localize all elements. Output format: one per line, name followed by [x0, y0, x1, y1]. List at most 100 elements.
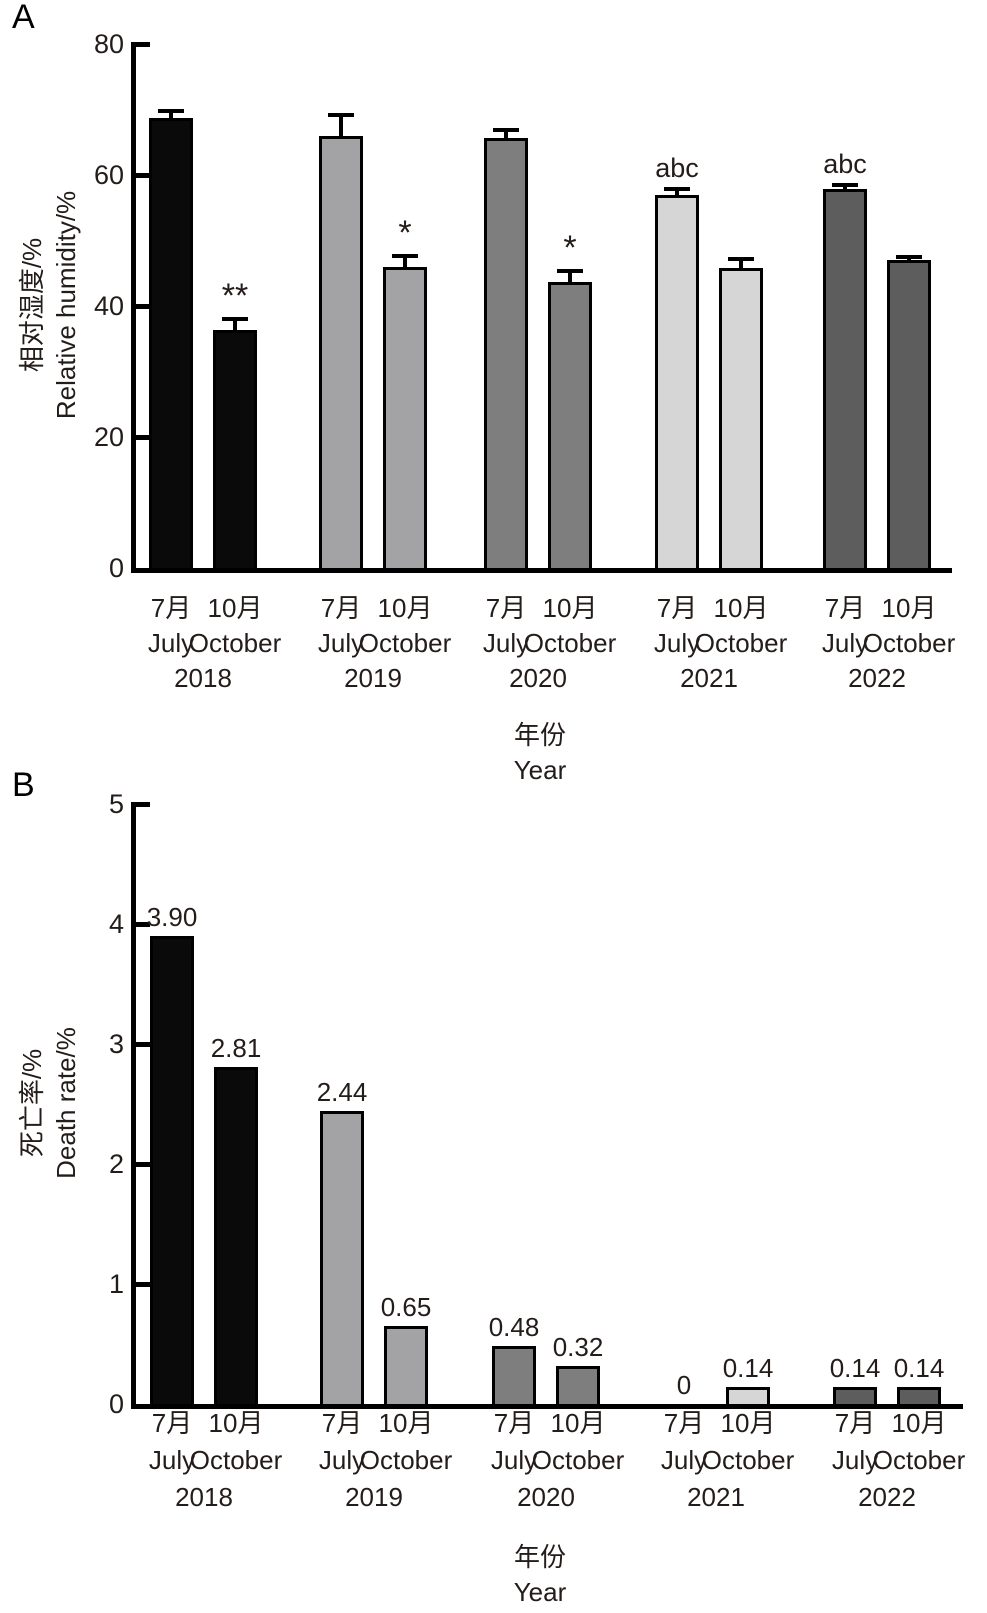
error-bar-a-2018-october	[233, 317, 237, 331]
year-label-b-2020: 2020	[517, 1482, 575, 1512]
month-label-en-b-2021-july: July	[660, 1445, 708, 1475]
panel-a-letter: A	[12, 0, 35, 36]
month-label-zh-a-2022-july: 7月	[824, 593, 866, 623]
error-bar-cap-a-2022-july	[832, 182, 858, 187]
y-tick-a-40	[136, 304, 150, 309]
y-tick-label-a-20: 20	[93, 422, 124, 452]
month-label-zh-b-2022-july: 7月	[834, 1408, 876, 1438]
annotation-a-2022-july: abc	[823, 148, 867, 179]
error-bar-cap-a-2022-october	[896, 254, 922, 259]
month-label-zh-a-2018-october: 10月	[207, 593, 263, 623]
error-bar-a-2021-october	[739, 256, 743, 268]
bar-b-2019-july	[320, 1111, 364, 1407]
month-label-zh-a-2021-july: 7月	[656, 593, 698, 623]
y-tick-b-2	[136, 1162, 150, 1167]
month-label-en-a-2019-july: July	[317, 628, 365, 658]
bar-a-2018-july	[149, 118, 193, 571]
month-label-en-b-2021-october: October	[701, 1445, 795, 1475]
error-bar-cap-a-2018-july	[158, 108, 184, 113]
month-label-en-a-2020-october: October	[523, 628, 617, 658]
bar-b-2020-july	[492, 1346, 536, 1407]
error-bar-a-2020-october	[568, 268, 572, 282]
y-tick-b-4	[136, 922, 150, 927]
x-axis-line-b	[131, 1404, 963, 1409]
month-label-en-a-2018-october: October	[188, 628, 282, 658]
month-label-en-b-2019-july: July	[318, 1445, 366, 1475]
y-tick-label-b-0: 0	[108, 1389, 124, 1419]
y-tick-label-b-5: 5	[108, 789, 124, 819]
month-label-zh-a-2019-october: 10月	[377, 593, 433, 623]
value-label-b-2021-october: 0.14	[722, 1353, 774, 1384]
year-label-b-2021: 2021	[687, 1482, 745, 1512]
month-label-en-a-2021-october: October	[694, 628, 788, 658]
month-label-zh-a-2022-october: 10月	[881, 593, 937, 623]
error-bar-a-2019-october	[403, 253, 407, 267]
month-label-zh-a-2021-october: 10月	[713, 593, 769, 623]
month-label-en-b-2019-october: October	[359, 1445, 453, 1475]
bar-a-2021-july	[655, 195, 699, 571]
bar-a-2022-october	[887, 260, 931, 571]
value-label-b-2018-october: 2.81	[210, 1032, 262, 1063]
month-label-en-a-2019-october: October	[358, 628, 452, 658]
month-label-zh-b-2018-october: 10月	[208, 1408, 264, 1438]
year-label-a-2022: 2022	[848, 663, 906, 693]
month-label-zh-a-2020-july: 7月	[485, 593, 527, 623]
y-tick-a-80	[136, 42, 150, 47]
x-axis-line-a	[131, 568, 952, 573]
annotation-a-2018-october: **	[221, 277, 249, 316]
bar-a-2020-july	[484, 138, 528, 571]
year-label-b-2022: 2022	[858, 1482, 916, 1512]
year-label-a-2019: 2019	[344, 663, 402, 693]
bar-a-2018-october	[213, 330, 257, 571]
bar-a-2020-october	[548, 281, 592, 571]
annotation-a-2021-july: abc	[655, 152, 699, 183]
bar-b-2022-july	[833, 1387, 877, 1407]
error-bar-cap-a-2019-july	[328, 112, 354, 117]
month-label-zh-a-2019-july: 7月	[320, 593, 362, 623]
error-bar-cap-a-2021-july	[664, 186, 690, 191]
bar-b-2021-october	[726, 1387, 770, 1407]
bar-b-2018-july	[150, 936, 194, 1407]
y-axis-line-b	[131, 802, 136, 1409]
y-tick-a-60	[136, 173, 150, 178]
error-bar-cap-a-2021-october	[728, 256, 754, 261]
y-tick-b-3	[136, 1042, 150, 1047]
month-label-en-b-2022-october: October	[872, 1445, 966, 1475]
month-label-zh-a-2020-october: 10月	[542, 593, 598, 623]
error-bar-cap-a-2020-october	[557, 268, 583, 273]
panel-a-x-axis-title: 年份 Year	[514, 718, 567, 788]
panel-b-x-axis-title: 年份 Year	[514, 1540, 567, 1610]
y-tick-b-1	[136, 1282, 150, 1287]
panel-b-x-axis-title-zh: 年份	[513, 1542, 567, 1572]
y-tick-label-a-40: 40	[93, 291, 124, 321]
bar-b-2020-october	[556, 1365, 600, 1407]
bar-b-2018-october	[214, 1066, 258, 1407]
panel-a-x-axis-title-zh: 年份	[513, 720, 567, 750]
panel-b-chart: 0 1 2 3 4 5 3.90 7月 July 2.81 10月 October 2018 2.44 7月…	[0, 760, 987, 1613]
month-label-zh-b-2019-july: 7月	[321, 1408, 363, 1438]
month-label-zh-b-2021-july: 7月	[663, 1408, 705, 1438]
error-bar-a-2021-july	[675, 186, 679, 196]
bar-a-2019-july	[319, 135, 363, 571]
bar-b-2019-october	[384, 1326, 428, 1407]
y-tick-label-a-80: 80	[93, 29, 124, 59]
value-label-b-2019-october: 0.65	[380, 1292, 432, 1322]
value-label-b-2018-july: 3.90	[146, 902, 198, 932]
bar-b-2022-october	[897, 1387, 941, 1407]
error-bar-cap-a-2019-october	[392, 253, 418, 258]
month-label-zh-b-2020-october: 10月	[550, 1408, 606, 1438]
month-label-en-a-2018-july: July	[147, 628, 195, 658]
y-tick-b-5	[136, 802, 150, 807]
year-label-b-2019: 2019	[345, 1482, 403, 1512]
year-label-a-2021: 2021	[680, 663, 738, 693]
y-tick-label-b-3: 3	[108, 1029, 124, 1059]
value-label-b-2020-october: 0.32	[552, 1331, 604, 1362]
year-label-a-2018: 2018	[174, 663, 232, 693]
panel-a-x-axis-title-en: Year	[513, 755, 567, 785]
month-label-en-b-2018-july: July	[148, 1445, 196, 1475]
month-label-en-b-2020-july: July	[490, 1445, 538, 1475]
month-label-en-b-2022-july: July	[831, 1445, 879, 1475]
panel-b-letter: B	[12, 766, 35, 804]
value-label-b-2020-july: 0.48	[488, 1312, 540, 1343]
